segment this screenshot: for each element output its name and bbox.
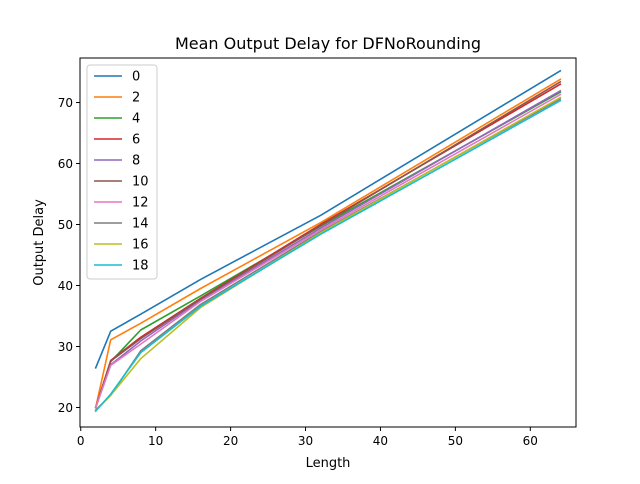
series-line-10: [94, 80, 562, 409]
legend-label-8: 8: [132, 154, 140, 169]
y-axis-label: Output Delay: [32, 199, 47, 286]
x-tick-label: 30: [298, 434, 313, 448]
legend: 0 2 4 6 8 10 12 14 16 18: [86, 64, 158, 280]
legend-label-12: 12: [132, 196, 149, 211]
y-tick-label: 40: [58, 279, 73, 293]
legend-label-18: 18: [132, 259, 149, 274]
x-tick-label: 40: [373, 434, 388, 448]
legend-label-6: 6: [132, 133, 140, 148]
legend-label-0: 0: [132, 70, 140, 85]
series-line-2: [94, 78, 562, 409]
chart-title: Mean Output Delay for DFNoRounding: [175, 34, 481, 53]
legend-items: 0 2 4 6 8 10 12 14 16 18: [94, 70, 149, 274]
x-axis-ticks: 0 10 20 30 40 50 60: [77, 427, 538, 448]
x-tick-label: 50: [448, 434, 463, 448]
series-line-12: [94, 93, 562, 409]
legend-label-10: 10: [132, 175, 149, 190]
legend-label-4: 4: [132, 112, 140, 127]
legend-label-16: 16: [132, 238, 149, 253]
legend-label-2: 2: [132, 91, 140, 106]
y-tick-label: 20: [58, 401, 73, 415]
y-tick-label: 30: [58, 340, 73, 354]
x-tick-label: 0: [77, 434, 85, 448]
y-axis-ticks: 20 30 40 50 60 70: [58, 96, 80, 415]
series-line-18: [94, 99, 562, 413]
x-axis-label: Length: [306, 456, 351, 471]
legend-label-14: 14: [132, 217, 149, 232]
series-line-0: [94, 69, 562, 369]
x-tick-label: 60: [523, 434, 538, 448]
plot-area-frame: [79, 57, 577, 428]
y-tick-label: 70: [58, 96, 73, 110]
series-layer: [94, 69, 562, 413]
y-tick-label: 60: [58, 157, 73, 171]
x-tick-label: 20: [223, 434, 238, 448]
x-tick-label: 10: [148, 434, 163, 448]
y-tick-label: 50: [58, 218, 73, 232]
